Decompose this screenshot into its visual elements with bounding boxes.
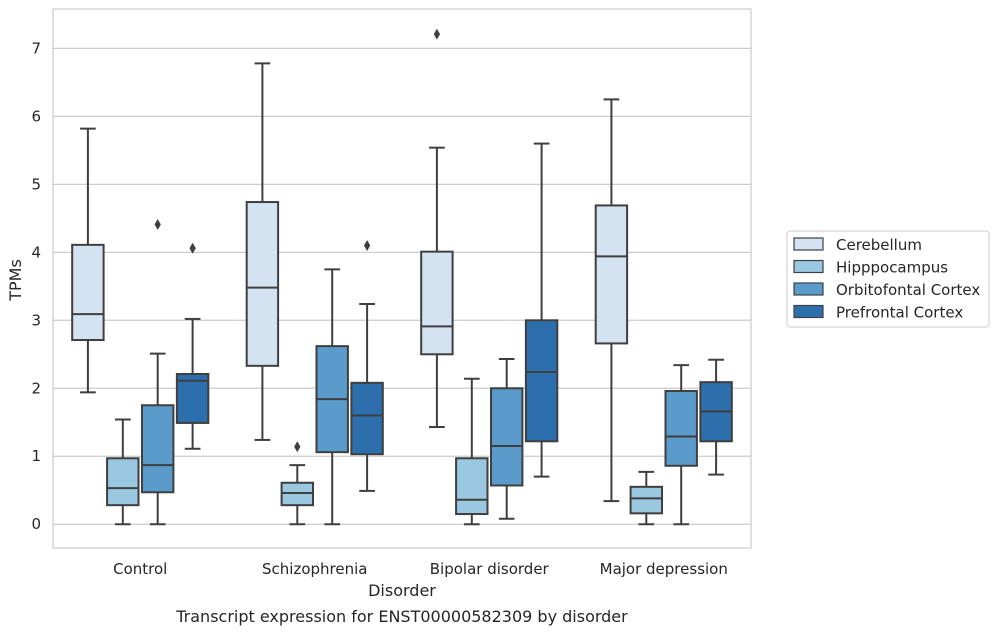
legend-label: Prefrontal Cortex [836, 304, 963, 322]
y-tick-label: 5 [31, 175, 41, 193]
legend-label: Orbitofontal Cortex [836, 281, 980, 299]
box-cerebellum [420, 28, 454, 429]
box-iqr [71, 243, 105, 342]
box-hipppocampus [106, 418, 140, 526]
legend-swatch [793, 259, 824, 274]
legend-frame [786, 230, 990, 328]
box-orbitofontal-cortex [140, 219, 175, 526]
box-iqr [455, 457, 489, 516]
box-iqr [489, 387, 524, 487]
box-cerebellum [594, 98, 629, 503]
box-prefrontal-cortex [524, 142, 559, 478]
plot-frame [52, 8, 752, 549]
legend-label: Cerebellum [836, 236, 922, 254]
legend-swatch [793, 304, 824, 319]
x-axis-title: Disorder [368, 581, 436, 600]
box-iqr [664, 389, 698, 467]
x-tick-label: Bipolar disorder [430, 560, 550, 578]
y-tick-label: 0 [31, 515, 41, 533]
box-iqr [524, 319, 559, 443]
x-tick-label: Control [113, 560, 167, 578]
box-layer [71, 28, 733, 526]
x-tick-label: Schizophrenia [262, 560, 367, 578]
legend-swatch [793, 237, 824, 251]
chart-caption: Transcript expression for ENST0000058230… [175, 607, 628, 626]
y-tick-label: 3 [31, 311, 41, 329]
box-orbitofontal-cortex [315, 268, 349, 526]
box-iqr [245, 201, 280, 367]
y-tick-label: 6 [31, 107, 41, 125]
legend-swatch [793, 282, 824, 296]
legend: Cerebellum Hipppocampus Orbitofontal Corte… [786, 230, 990, 328]
box-iqr [106, 457, 140, 507]
box-iqr [140, 404, 175, 494]
box-prefrontal-cortex [175, 242, 210, 450]
box-iqr [175, 372, 210, 424]
box-iqr [594, 204, 629, 345]
outlier-point [363, 240, 371, 251]
y-axis-title: TPMs [6, 259, 25, 302]
box-prefrontal-cortex [699, 358, 733, 476]
y-tick-label: 7 [31, 39, 41, 57]
box-orbitofontal-cortex [664, 364, 698, 526]
box-cerebellum [245, 62, 280, 441]
outlier-point [433, 28, 441, 40]
y-tick-label: 4 [31, 243, 41, 261]
box-iqr [280, 481, 315, 507]
box-iqr [420, 250, 454, 356]
outlier-point [154, 219, 161, 230]
box-hipppocampus [455, 377, 489, 526]
y-tick-labels: 0 1 2 3 4 5 6 7 [31, 39, 41, 533]
box-iqr [350, 381, 384, 456]
outlier-point [294, 441, 301, 453]
y-tick-label: 1 [31, 447, 41, 465]
box-iqr [629, 485, 664, 515]
box-orbitofontal-cortex [489, 358, 524, 520]
x-tick-label: Major depression [600, 560, 728, 578]
box-prefrontal-cortex [350, 240, 384, 492]
box-hipppocampus [280, 441, 315, 526]
box-hipppocampus [629, 470, 664, 526]
box-cerebellum [71, 127, 105, 394]
outlier-point [189, 242, 196, 254]
x-tick-labels: Control Schizophrenia Bipolar disorder Majo… [113, 560, 728, 578]
y-tick-label: 2 [31, 379, 41, 397]
legend-label: Hipppocampus [836, 259, 948, 277]
